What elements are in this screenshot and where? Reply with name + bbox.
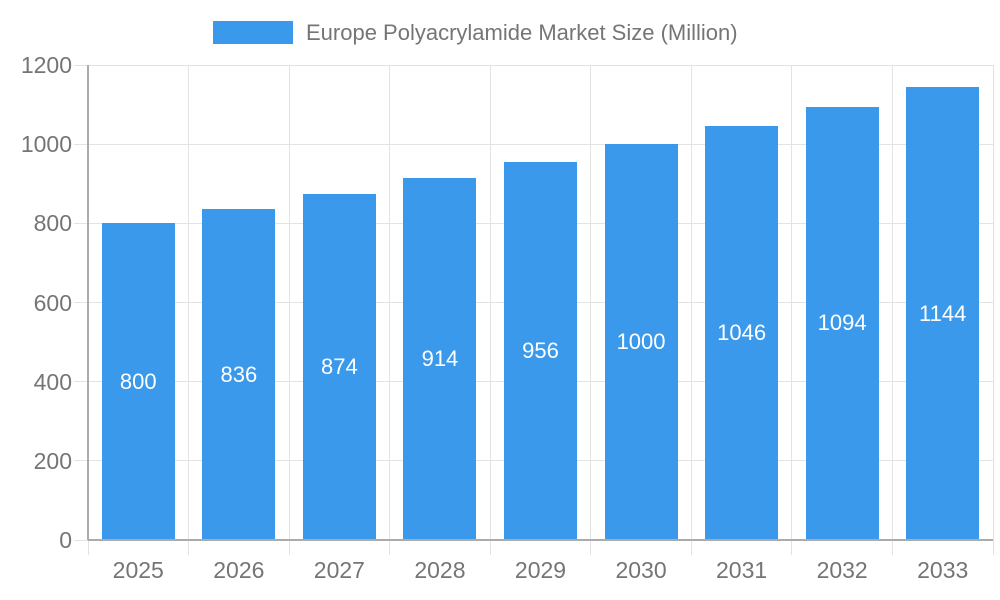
x-axis-tick bbox=[489, 540, 491, 555]
y-axis-label: 1000 bbox=[20, 131, 72, 158]
bar-value-label: 1094 bbox=[817, 310, 867, 336]
bar: 874 bbox=[302, 194, 376, 540]
vertical-gridline bbox=[891, 65, 893, 540]
x-axis-tick bbox=[87, 540, 89, 555]
horizontal-gridline bbox=[88, 64, 993, 66]
bar: 1094 bbox=[805, 106, 879, 540]
x-axis-tick bbox=[791, 540, 793, 555]
bar-value-label: 836 bbox=[220, 361, 258, 387]
y-axis-line bbox=[87, 65, 89, 540]
bar: 956 bbox=[503, 161, 578, 540]
y-axis-tick bbox=[74, 539, 88, 541]
vertical-gridline bbox=[489, 65, 491, 540]
y-axis-tick bbox=[74, 143, 88, 145]
x-axis-line bbox=[88, 539, 993, 541]
vertical-gridline bbox=[389, 65, 391, 540]
y-axis-label: 200 bbox=[33, 447, 72, 474]
x-axis-tick bbox=[188, 540, 190, 555]
legend-item[interactable]: Europe Polyacrylamide Market Size (Milli… bbox=[213, 19, 738, 45]
bar: 1144 bbox=[906, 87, 980, 540]
x-axis-label: 2025 bbox=[112, 557, 164, 583]
bar: 1000 bbox=[604, 144, 678, 540]
y-axis-label: 800 bbox=[33, 210, 72, 237]
y-axis-label: 1200 bbox=[20, 52, 72, 78]
bar-value-label: 956 bbox=[522, 337, 559, 363]
y-axis-tick bbox=[74, 460, 88, 462]
bar: 800 bbox=[101, 223, 175, 540]
x-axis-label: 2026 bbox=[213, 557, 265, 583]
x-axis-tick bbox=[389, 540, 391, 555]
bar-value-label: 1144 bbox=[919, 300, 967, 326]
vertical-gridline bbox=[992, 65, 994, 540]
y-axis-tick bbox=[74, 64, 88, 66]
x-axis-tick bbox=[891, 540, 893, 555]
vertical-gridline bbox=[288, 65, 290, 540]
x-axis-tick bbox=[288, 540, 290, 555]
y-axis-tick bbox=[74, 222, 88, 224]
y-axis-tick bbox=[74, 302, 88, 303]
x-axis-label: 2032 bbox=[816, 557, 868, 583]
legend-label: Europe Polyacrylamide Market Size (Milli… bbox=[306, 19, 738, 45]
bar-value-label: 1046 bbox=[717, 319, 767, 345]
legend-swatch bbox=[213, 21, 293, 44]
vertical-gridline bbox=[690, 65, 692, 540]
bar-value-label: 800 bbox=[119, 368, 157, 394]
bar-value-label: 1000 bbox=[616, 329, 666, 355]
y-axis-tick bbox=[74, 381, 88, 383]
vertical-gridline bbox=[188, 65, 190, 540]
bar: 1046 bbox=[705, 125, 779, 540]
vertical-gridline bbox=[590, 65, 592, 540]
horizontal-gridline bbox=[88, 143, 993, 145]
y-axis-label: 600 bbox=[33, 289, 72, 316]
x-axis-label: 2030 bbox=[615, 557, 667, 583]
x-axis-tick bbox=[690, 540, 692, 555]
x-axis-label: 2033 bbox=[917, 557, 969, 583]
x-axis-label: 2031 bbox=[716, 557, 768, 583]
bar-value-label: 914 bbox=[421, 346, 459, 372]
x-axis-label: 2029 bbox=[514, 557, 567, 583]
y-axis-label: 400 bbox=[33, 368, 72, 395]
x-axis-tick bbox=[590, 540, 592, 555]
x-axis-tick bbox=[992, 540, 994, 555]
y-axis-label: 0 bbox=[59, 527, 72, 553]
bar-value-label: 874 bbox=[321, 354, 358, 379]
vertical-gridline bbox=[791, 65, 793, 540]
x-axis-label: 2028 bbox=[414, 557, 466, 583]
x-axis-label: 2027 bbox=[313, 557, 365, 583]
bar: 836 bbox=[202, 209, 276, 540]
bar: 914 bbox=[403, 178, 477, 540]
